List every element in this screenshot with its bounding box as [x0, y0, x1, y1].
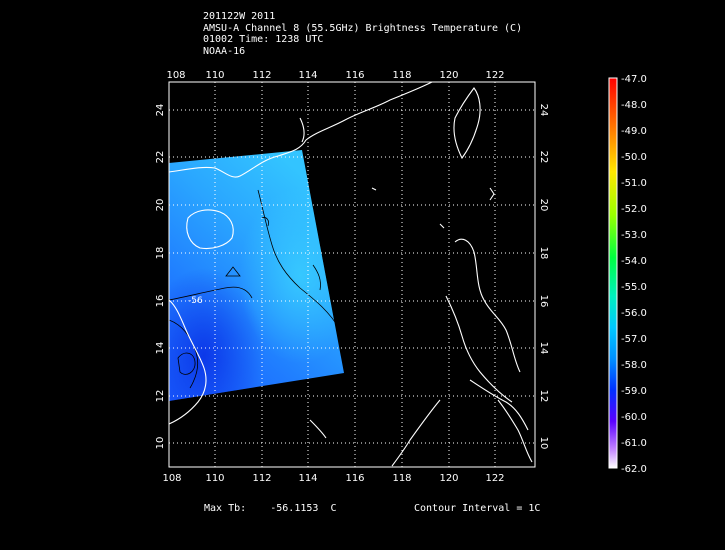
colorbar-label: -57.0 — [621, 334, 647, 345]
lon-tick-label: 118 — [392, 473, 411, 484]
colorbar-label: -47.0 — [621, 74, 647, 85]
lon-tick-label: 112 — [252, 473, 271, 484]
colorbar-label: -53.0 — [621, 230, 647, 241]
colorbar-label: -49.0 — [621, 126, 647, 137]
lat-tick-label: 18 — [538, 247, 549, 260]
colorbar-label: -50.0 — [621, 152, 647, 163]
lat-tick-label: 10 — [155, 437, 166, 450]
colorbar-label: -51.0 — [621, 178, 647, 189]
lat-tick-label: 24 — [155, 104, 166, 117]
lat-tick-label: 16 — [155, 295, 166, 308]
max-tb-readout: Max Tb: -56.1153 C — [204, 503, 337, 514]
max-tb-label: Max Tb: — [204, 503, 247, 514]
lat-tick-label: 14 — [538, 342, 549, 355]
lon-tick-label: 122 — [485, 473, 504, 484]
lon-tick-label: 114 — [298, 473, 317, 484]
colorbar-label: -61.0 — [621, 438, 647, 449]
lon-tick-label: 108 — [162, 473, 181, 484]
colorbar-label: -62.0 — [621, 464, 647, 475]
lon-tick-label: 114 — [298, 70, 317, 81]
lat-tick-label: 12 — [155, 390, 166, 403]
lat-tick-label: 20 — [155, 199, 166, 212]
lon-tick-label: 110 — [205, 70, 224, 81]
lon-labels-bottom: 108 110 112 114 116 118 120 122 — [162, 473, 504, 484]
lat-tick-label: 18 — [155, 247, 166, 260]
colorbar-label: -60.0 — [621, 412, 647, 423]
max-tb-value: -56.1153 — [270, 503, 319, 514]
lon-labels-top: 108 110 112 114 116 118 120 122 — [166, 70, 504, 81]
lat-tick-label: 12 — [538, 390, 549, 403]
lon-tick-label: 116 — [345, 70, 364, 81]
contour-lines — [169, 189, 341, 389]
lon-tick-label: 108 — [166, 70, 185, 81]
lat-tick-label: 22 — [538, 151, 549, 164]
lat-labels-right: 10 12 14 16 18 20 22 24 — [538, 104, 549, 450]
lat-tick-label: 24 — [538, 104, 549, 117]
colorbar-label: -52.0 — [621, 204, 647, 215]
header-line-3: 01002 Time: 1238 UTC — [203, 34, 324, 45]
colorbar-label: -55.0 — [621, 282, 647, 293]
lat-tick-label: 20 — [538, 199, 549, 212]
map-frame — [168, 81, 536, 468]
lon-tick-label: 120 — [439, 473, 458, 484]
header-line-4: NOAA-16 — [203, 45, 246, 57]
lat-tick-label: 10 — [538, 437, 549, 450]
warm-region — [169, 150, 344, 401]
lat-tick-label: 16 — [538, 295, 549, 308]
map-header: 201122W 2011 AMSU-A Channel 8 (55.5GHz) B… — [203, 11, 522, 57]
contour-label: -56 — [188, 296, 203, 306]
colorbar — [608, 77, 618, 469]
lon-tick-label: 118 — [392, 70, 411, 81]
header-line-1: 201122W 2011 — [203, 11, 276, 22]
colorbar-label: -54.0 — [621, 256, 647, 267]
lat-labels-left: 10 12 14 16 18 20 22 24 — [155, 104, 166, 450]
max-tb-unit: C — [330, 503, 337, 514]
colorbar-label: -48.0 — [621, 100, 647, 111]
lon-tick-label: 112 — [252, 70, 271, 81]
contour-interval: Contour Interval = 1C — [414, 503, 541, 514]
colorbar-label: -59.0 — [621, 386, 647, 397]
lon-tick-label: 122 — [485, 70, 504, 81]
colorbar-label: -56.0 — [621, 308, 647, 319]
lat-tick-label: 14 — [155, 342, 166, 355]
colorbar-labels: -47.0 -48.0 -49.0 -50.0 -51.0 -52.0 -53.… — [621, 74, 647, 475]
lat-lon-grid — [169, 82, 535, 467]
colorbar-label: -58.0 — [621, 360, 647, 371]
lon-tick-label: 120 — [439, 70, 458, 81]
lon-tick-label: 116 — [345, 473, 364, 484]
lat-tick-label: 22 — [155, 151, 166, 164]
lon-tick-label: 110 — [205, 473, 224, 484]
coastlines — [169, 82, 533, 467]
header-line-2: AMSU-A Channel 8 (55.5GHz) Brightness Te… — [203, 22, 523, 34]
